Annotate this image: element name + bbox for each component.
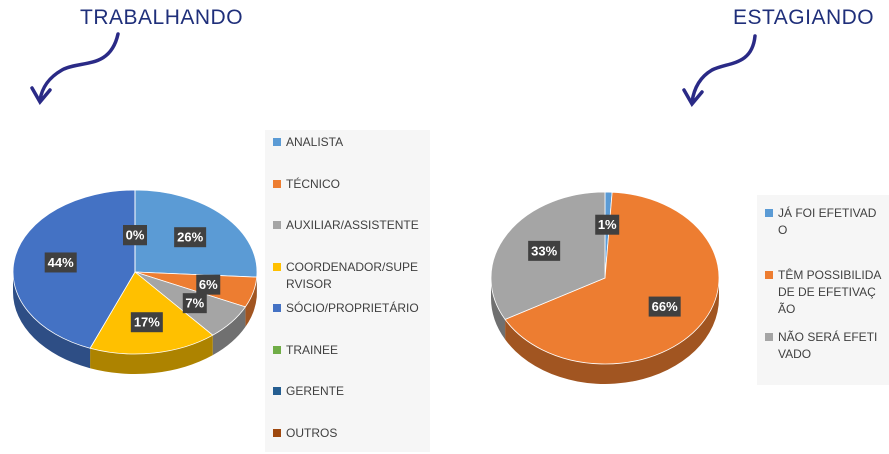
arrow [30, 32, 757, 108]
legend-item: SÓCIO/PROPRIETÁRIO [273, 300, 424, 317]
legend: ANALISTA TÉCNICO AUXILIAR/ASSISTENTE COORDE… [265, 130, 430, 452]
data-label-box [196, 274, 221, 295]
legend-item: TÉCNICO [273, 176, 424, 193]
legend-swatch [273, 179, 281, 188]
legend-label: GERENTE [286, 384, 345, 398]
legend-swatch [273, 262, 281, 271]
legend-swatch [765, 209, 773, 217]
legend-item: ANALISTA [273, 134, 424, 151]
legend-label: JÁ FOI EFETIVADO [778, 206, 877, 237]
data-label-box [174, 227, 207, 248]
legend-swatch [273, 138, 281, 146]
data-label: 1% [598, 217, 617, 232]
legend-swatch [273, 345, 281, 354]
data-label: 6% [199, 277, 218, 292]
data-label-box [648, 296, 681, 317]
chart-title: ESTAGIANDO [733, 6, 875, 29]
legend-item: NÃO SERÁ EFETIVADO [765, 329, 883, 363]
slice-side [212, 306, 246, 356]
data-label: 33% [531, 243, 557, 258]
legend-label: TÉCNICO [286, 176, 340, 191]
legend-swatch [273, 304, 281, 312]
data-label: 66% [652, 299, 678, 314]
data-label-box [130, 312, 163, 333]
legend-label: TÊM POSSIBILIDADE DE EFETIVAÇÃO [778, 268, 882, 316]
data-label: 0% [126, 228, 145, 243]
legend-label: ANALISTA [286, 135, 344, 149]
slice-side [13, 272, 91, 369]
legend-item: JÁ FOI EFETIVADO [765, 205, 883, 239]
legend-label: SÓCIO/PROPRIETÁRIO [286, 301, 419, 315]
legend-item: COORDENADOR/SUPERVISOR [273, 259, 424, 293]
legend-item: AUXILIAR/ASSISTENTE [273, 217, 424, 234]
data-label-box [528, 240, 561, 261]
data-label-box [595, 214, 620, 235]
slice [504, 191, 720, 365]
legend-label: COORDENADOR/SUPERVISOR [286, 259, 419, 291]
data-label: 26% [177, 230, 203, 245]
legend-item: OUTROS [273, 425, 424, 442]
legend-label: TRAINEE [286, 342, 339, 357]
data-label-box [182, 293, 207, 314]
legend-label: NÃO SERÁ EFETIVADO [778, 330, 878, 361]
legend-item: TRAINEE [273, 342, 424, 359]
legend-label: OUTROS [286, 425, 338, 440]
slice-side [245, 277, 257, 327]
legend-label: AUXILIAR/ASSISTENTE [286, 218, 419, 232]
legend-swatch [765, 271, 773, 279]
data-label: 44% [48, 255, 74, 270]
legend-swatch [273, 221, 281, 229]
legend-swatch [273, 387, 281, 395]
slice-side [90, 335, 213, 374]
legend-item: TÊM POSSIBILIDADE DE EFETIVAÇÃO [765, 267, 883, 318]
data-label-box [123, 225, 147, 246]
legend-item: GERENTE [273, 383, 424, 400]
data-label-box [44, 252, 77, 273]
legend-swatch [273, 428, 281, 437]
slice-side [505, 278, 719, 385]
legend: JÁ FOI EFETIVADO TÊM POSSIBILIDADE DE EFE… [757, 195, 889, 385]
chart-title: TRABALHANDO [80, 6, 244, 29]
data-label: 7% [185, 296, 204, 311]
data-label: 17% [134, 315, 160, 330]
legend-swatch [765, 333, 773, 341]
